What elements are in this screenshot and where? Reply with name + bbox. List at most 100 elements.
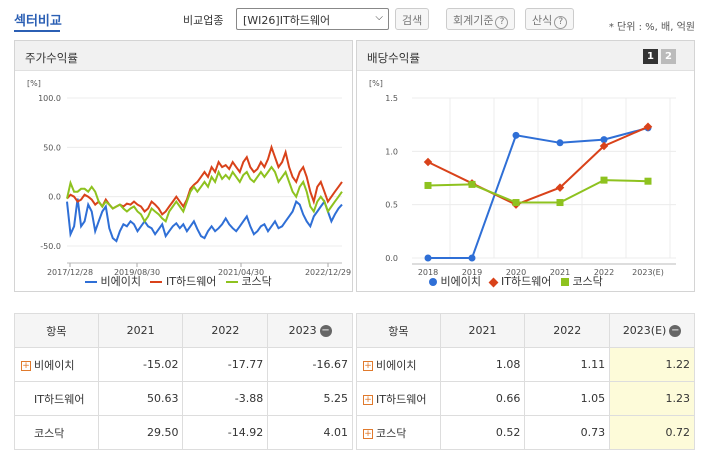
cell-value: 4.01: [267, 415, 353, 450]
x-tick-label: 2017/12/28: [47, 268, 93, 277]
collapse-icon[interactable]: −: [669, 325, 682, 337]
row-name: IT하드웨어: [14, 381, 99, 416]
cell-value: 5.25: [267, 381, 353, 416]
cell-value: -14.92: [182, 415, 269, 450]
data-point: [643, 122, 653, 132]
y-tick-label: 0.0: [385, 254, 398, 263]
data-point: [556, 199, 564, 207]
x-tick-label: 2022/12/29: [305, 268, 351, 277]
x-tick-label: 2023(E): [632, 268, 664, 277]
title-underline: [14, 30, 60, 32]
y-tick-label: 0.5: [385, 201, 398, 210]
y-tick-label: 1.5: [385, 94, 398, 103]
data-point: [468, 254, 476, 262]
dividend-yield-table: 항목 2021 2022 2023(E) − + 비에이치 1.08 1.11 1.…: [356, 313, 695, 450]
legend-marker-bh: [429, 278, 437, 286]
legend-swatch-bh: [85, 281, 97, 283]
header-2022: 2022: [182, 313, 269, 348]
header-item: 항목: [14, 313, 99, 348]
collapse-icon[interactable]: −: [319, 325, 332, 337]
row-name: + 비에이치: [14, 347, 99, 382]
top-bar: 섹터비교 비교업종 [WI26]IT하드웨어 ⌵ 검색 회계기준? 산식? * …: [0, 0, 709, 38]
data-point: [644, 177, 652, 185]
page-2-button[interactable]: 2: [661, 49, 676, 64]
header-2023e: 2023(E) −: [609, 313, 695, 348]
row-name: + IT하드웨어: [356, 381, 441, 416]
dividend-yield-panel: 배당수익률 1 2 [%] 1.5 1.0 0.5 0.0 2018 2019 2020 202…: [356, 40, 695, 292]
row-name-label: 비에이치: [34, 358, 75, 372]
table-header-row: 항목 2021 2022 2023−: [14, 313, 353, 348]
expand-icon[interactable]: +: [21, 360, 31, 371]
expand-icon[interactable]: +: [363, 428, 373, 439]
row-name: + 코스닥: [356, 415, 441, 450]
table-row: + IT하드웨어 0.66 1.05 1.23: [356, 381, 695, 416]
compare-label: 비교업종: [183, 14, 224, 27]
legend-label-bh: 비에이치: [100, 275, 141, 288]
data-point: [556, 139, 564, 147]
table-row: IT하드웨어 50.63 -3.88 5.25: [14, 381, 353, 416]
data-point: [424, 254, 432, 262]
legend-marker-kosdaq: [560, 278, 569, 286]
page-1-button[interactable]: 1: [643, 49, 658, 64]
panel-title: 배당수익률: [367, 51, 420, 65]
cell-value: 0.73: [524, 415, 611, 450]
table-row: + 비에이치 -15.02 -17.77 -16.67: [14, 347, 353, 382]
accounting-label: 회계기준: [453, 14, 494, 27]
y-unit-label: [%]: [369, 79, 383, 88]
x-tick-label: 2022: [594, 268, 614, 277]
y-tick-label: -50.0: [40, 242, 61, 251]
data-point: [423, 157, 433, 167]
data-point: [600, 176, 608, 184]
row-name-label: 비에이치: [376, 358, 417, 372]
data-point: [424, 181, 432, 189]
header-2023e-label: 2023(E): [622, 324, 667, 337]
panel-title: 주가수익률: [25, 51, 78, 65]
table-row: 코스닥 29.50 -14.92 4.01: [14, 415, 353, 450]
series-line: [427, 179, 649, 204]
series-line: [66, 198, 343, 243]
legend-label-it: IT하드웨어: [165, 275, 217, 288]
header-2021: 2021: [97, 313, 184, 348]
cell-value: -15.02: [97, 347, 184, 382]
cell-value: 1.08: [439, 347, 526, 382]
x-tick-label: 2020: [506, 268, 526, 277]
y-tick-label: 1.0: [385, 147, 398, 156]
x-tick-label: 2019: [462, 268, 482, 277]
search-button[interactable]: 검색: [395, 8, 430, 30]
dividend-yield-chart: [%]1.5 1.0 0.5 0.0 2018 2019 2020 2021 2022 2023(…: [369, 79, 676, 277]
y-tick-label: 50.0: [43, 143, 61, 152]
cell-value: 50.63: [97, 381, 184, 416]
y-tick-label: 0.0: [48, 193, 61, 202]
chart-legend: 비에이치 IT하드웨어 코스닥: [85, 273, 272, 289]
cell-value: 0.52: [439, 415, 526, 450]
x-tick-label: 2021: [550, 268, 570, 277]
expand-icon[interactable]: +: [363, 394, 373, 405]
cell-value-estimate: 1.22: [609, 347, 695, 382]
formula-label: 산식: [532, 14, 553, 27]
sector-select[interactable]: [WI26]IT하드웨어 ⌵: [236, 8, 389, 30]
data-point: [512, 199, 520, 207]
cell-value: -3.88: [182, 381, 269, 416]
legend-label-kosdaq: 코스닥: [241, 275, 272, 288]
y-tick-label: 100.0: [38, 94, 61, 103]
formula-button[interactable]: 산식?: [525, 8, 575, 30]
help-icon: ?: [554, 16, 568, 29]
table-row: + 비에이치 1.08 1.11 1.22: [356, 347, 695, 382]
accounting-standard-button[interactable]: 회계기준?: [446, 8, 516, 30]
x-tick-label: 2018: [418, 268, 438, 277]
legend-label-it: IT하드웨어: [500, 275, 552, 288]
expand-icon[interactable]: +: [363, 360, 373, 371]
page-title: 섹터비교: [14, 14, 62, 29]
row-name: 코스닥: [14, 415, 99, 450]
table-header-row: 항목 2021 2022 2023(E) −: [356, 313, 695, 348]
header-item: 항목: [356, 313, 441, 348]
header-2023: 2023−: [267, 313, 353, 348]
stock-return-table: 항목 2021 2022 2023− + 비에이치 -15.02 -17.77 -…: [14, 313, 353, 450]
legend-marker-it: [489, 277, 499, 287]
x-tick-label: 2019/08/30: [114, 268, 160, 277]
series-line: [66, 165, 343, 224]
header-2022: 2022: [524, 313, 611, 348]
cell-value: 29.50: [97, 415, 184, 450]
cell-value: 1.11: [524, 347, 611, 382]
legend-swatch-kosdaq: [225, 281, 238, 283]
